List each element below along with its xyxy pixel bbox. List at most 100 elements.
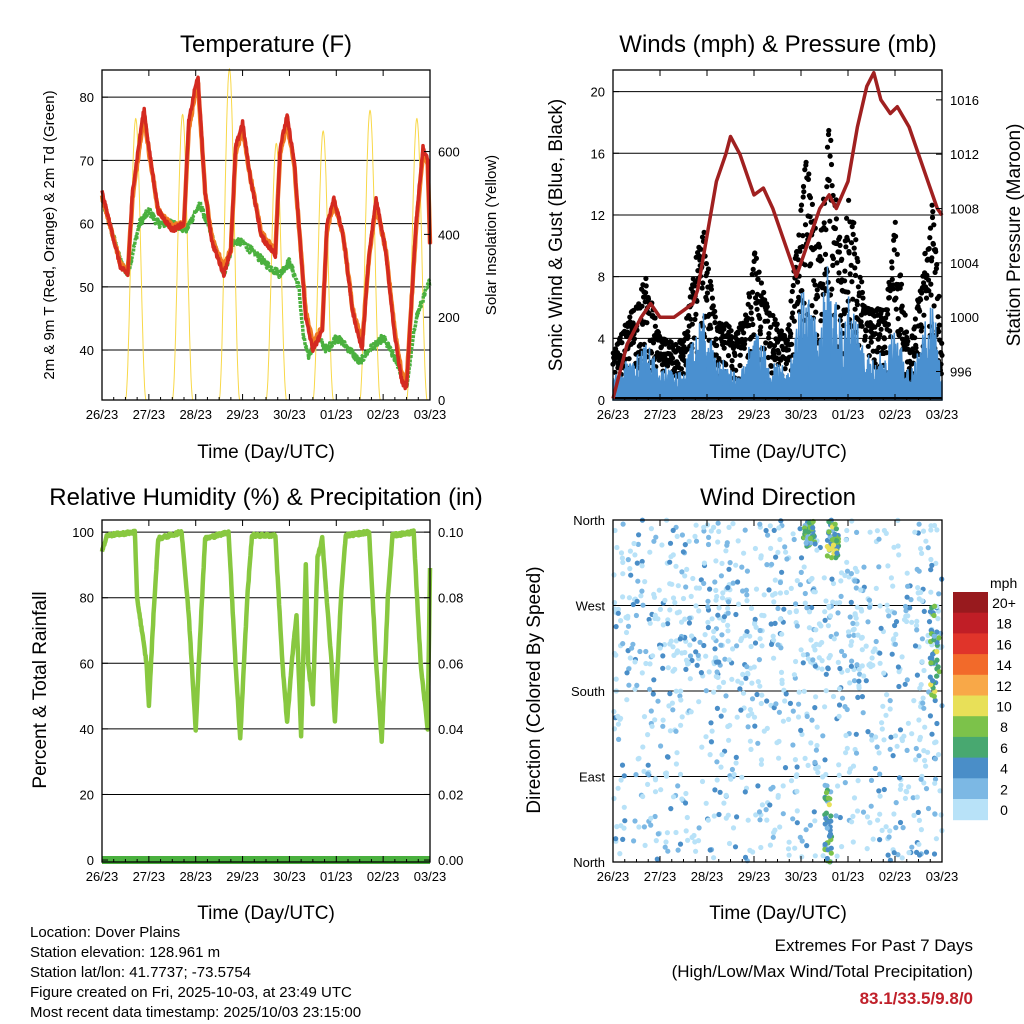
wind-direction-point: [783, 549, 789, 555]
wind-direction-point: [848, 663, 855, 669]
wind-direction-point: [687, 653, 694, 659]
wind-direction-point: [652, 789, 659, 795]
temperature-ytick-label: 60: [80, 217, 94, 232]
wind-direction-point: [726, 657, 732, 663]
gust-point: [726, 324, 732, 330]
gust-point: [766, 331, 772, 337]
wind-direction-point: [759, 643, 765, 649]
wind-direction-point: [802, 600, 808, 606]
wind-direction-point: [811, 809, 817, 815]
humidity-ytick-label: 100: [72, 525, 94, 540]
sonic-wind-area: [612, 266, 943, 401]
wind-direction-point: [733, 562, 739, 568]
wind-direction-point: [670, 794, 677, 800]
info-created: Figure created on Fri, 2025-10-03, at 23…: [30, 984, 352, 1001]
wind-direction-point: [711, 628, 717, 635]
gust-point: [852, 265, 858, 271]
gust-point: [766, 335, 772, 341]
wind-direction-point: [716, 811, 722, 818]
winds-ytick-right-label: 996: [950, 364, 972, 379]
colorbar-swatch: [953, 736, 988, 759]
wind-direction-point: [857, 671, 863, 677]
gust-point: [749, 289, 756, 295]
wind-direction-point: [877, 660, 883, 666]
wind-direction-point: [705, 624, 712, 631]
wind-direction-point: [719, 560, 725, 567]
wind-direction-point: [693, 603, 699, 609]
colorbar-swatch: [953, 633, 988, 655]
wind-direction-point: [903, 618, 910, 625]
gust-point: [886, 295, 893, 301]
wind-direction-point: [742, 633, 748, 639]
wind-direction-point: [921, 748, 927, 754]
gust-point: [742, 341, 748, 347]
wind-direction-point: [867, 529, 873, 535]
gust-point: [878, 326, 884, 332]
wind-direction-point: [645, 732, 651, 738]
wind-direction-point: [714, 759, 720, 765]
wind-direction-point: [720, 679, 727, 686]
wind-direction-point: [823, 790, 830, 796]
wind-direction-point: [905, 583, 911, 589]
wind-direction-point: [934, 649, 940, 655]
gust-point: [761, 289, 767, 296]
wind-direction-point: [918, 546, 924, 552]
wind-direction-point: [772, 827, 778, 833]
temperature-xtick-label: 26/23: [86, 407, 119, 422]
wind-direction-point: [775, 549, 781, 556]
wind-direction-point: [620, 521, 626, 527]
humidity-xtick-label: 26/23: [86, 869, 119, 884]
wind-direction-point: [916, 817, 923, 824]
gust-point: [808, 261, 814, 267]
wind-direction-point: [673, 761, 680, 767]
wind-direction-point: [667, 540, 674, 546]
wind-direction-point: [731, 771, 737, 778]
wind-direction-point: [900, 825, 906, 831]
wind-direction-point: [713, 655, 719, 661]
gust-point: [769, 370, 775, 376]
gust-point: [757, 331, 764, 337]
wind-direction-point: [720, 590, 726, 596]
winds-xtick-label: 03/23: [926, 407, 959, 422]
wind-direction-point: [717, 789, 723, 795]
wind-direction-point: [921, 780, 927, 786]
wind-direction-point: [887, 746, 893, 752]
wind-direction-point: [870, 836, 876, 842]
gust-point: [887, 328, 893, 334]
wind-direction-point: [914, 618, 920, 624]
wind-direction-point: [613, 676, 619, 682]
wind-direction-point: [786, 716, 792, 723]
wind-direction-point: [643, 660, 649, 667]
wind-direction-point: [625, 623, 632, 629]
wind-direction-point: [621, 773, 627, 779]
wind-direction-point: [757, 683, 763, 689]
gust-point: [854, 302, 861, 308]
gust-point: [758, 280, 765, 286]
wind-direction-xtick-label: 03/23: [926, 869, 959, 884]
gust-point: [746, 294, 753, 300]
wind-direction-point: [618, 618, 624, 624]
wind-direction-point: [798, 569, 804, 576]
wind-direction-point: [904, 747, 910, 754]
wind-direction-point: [619, 555, 626, 561]
wind-direction-point: [788, 778, 795, 784]
wind-direction-point: [718, 573, 725, 579]
wind-direction-point: [675, 783, 681, 789]
wind-direction-point: [723, 815, 729, 821]
wind-direction-point: [639, 558, 645, 565]
wind-direction-point: [643, 648, 649, 655]
wind-direction-point: [890, 583, 896, 589]
wind-direction-point: [826, 819, 832, 825]
wind-direction-point: [735, 538, 741, 544]
wind-direction-point: [911, 812, 917, 819]
winds-ytick-label: 8: [598, 270, 605, 285]
gust-point: [796, 232, 802, 238]
wind-direction-point: [705, 598, 711, 604]
wind-direction-point: [702, 632, 708, 638]
gust-point: [836, 249, 843, 255]
wind-direction-point: [810, 657, 816, 663]
wind-direction-point: [678, 697, 684, 703]
wind-direction-point: [764, 562, 770, 568]
wind-direction-point: [860, 710, 866, 716]
wind-direction-point: [864, 846, 870, 852]
